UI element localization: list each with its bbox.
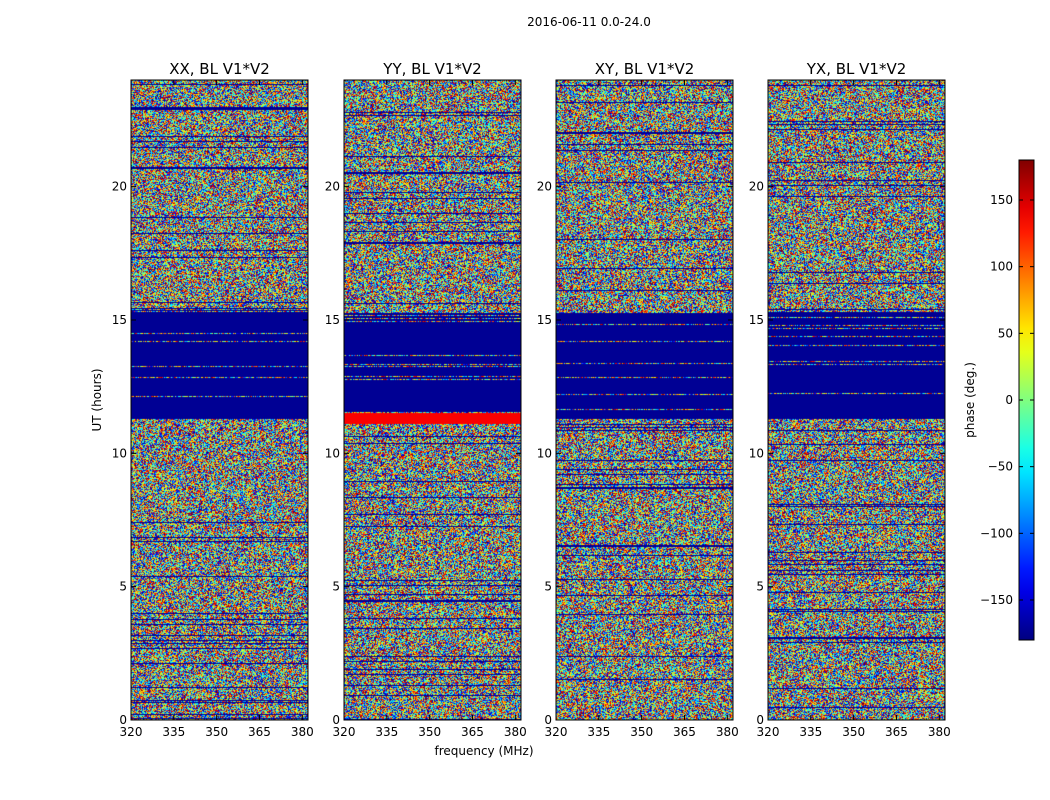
y-tick-label: 5 [119, 580, 127, 594]
y-tick-label: 15 [325, 313, 340, 327]
x-tick-label: 320 [333, 725, 356, 739]
y-tick-label: 10 [537, 446, 552, 460]
x-tick-label: 380 [291, 725, 314, 739]
panel-frame [767, 79, 946, 721]
x-tick-label: 335 [375, 725, 398, 739]
figure-suptitle: 2016-06-11 0.0-24.0 [527, 15, 651, 29]
x-tick-label: 365 [673, 725, 696, 739]
colorbar: −150 −100 −50 0 50 100 150 [980, 159, 1035, 641]
x-tick-label: 350 [205, 725, 228, 739]
x-tick-label: 335 [587, 725, 610, 739]
panel-title: YY, BL V1*V2 [382, 60, 481, 78]
colorbar-tick-label: 0 [1005, 393, 1013, 407]
x-axis-label: frequency (MHz) [434, 744, 533, 758]
panel-yy: YY, BL V1*V2 320 335 350 365 380 0 5 10 15 20 [325, 60, 527, 739]
y-tick-label: 10 [112, 446, 127, 460]
panel-xx-image [131, 80, 308, 720]
panel-frame [555, 79, 734, 721]
x-tick-label: 365 [461, 725, 484, 739]
y-tick-label: 0 [332, 713, 340, 727]
panel-yx-image [768, 80, 945, 720]
colorbar-tick-label: −150 [980, 593, 1013, 607]
panel-title: XX, BL V1*V2 [169, 60, 270, 78]
x-tick-label: 365 [885, 725, 908, 739]
colorbar-tick-label: 100 [990, 260, 1013, 274]
y-tick-label: 20 [112, 180, 127, 194]
x-tick-label: 365 [248, 725, 271, 739]
panel-xx: XX, BL V1*V2 320 335 350 365 380 0 5 10 15 20 [112, 60, 314, 739]
panel-title: XY, BL V1*V2 [595, 60, 695, 78]
x-tick-label: 320 [120, 725, 143, 739]
y-tick-label: 20 [325, 180, 340, 194]
y-tick-label: 15 [537, 313, 552, 327]
colorbar-tick-label: 50 [998, 326, 1013, 340]
panel-yx: YX, BL V1*V2 320 335 350 365 380 0 5 10 15 20 [749, 60, 951, 739]
colorbar-label: phase (deg.) [963, 362, 977, 438]
colorbar-tick-label: 150 [990, 193, 1013, 207]
panel-yy-image [344, 80, 521, 720]
x-tick-label: 350 [630, 725, 653, 739]
y-tick-label: 20 [537, 180, 552, 194]
x-tick-label: 320 [545, 725, 568, 739]
y-tick-label: 15 [112, 313, 127, 327]
x-tick-label: 335 [799, 725, 822, 739]
y-tick-label: 5 [756, 580, 764, 594]
y-tick-label: 10 [325, 446, 340, 460]
y-tick-label: 20 [749, 180, 764, 194]
x-tick-label: 380 [716, 725, 739, 739]
panel-frame [130, 79, 309, 721]
panel-frame [343, 79, 522, 721]
y-axis-label: UT (hours) [90, 368, 104, 431]
colorbar-tick-label: −100 [980, 526, 1013, 540]
panel-title: YX, BL V1*V2 [806, 60, 907, 78]
colorbar-tick-label: −50 [988, 460, 1013, 474]
x-tick-label: 335 [162, 725, 185, 739]
y-tick-label: 0 [544, 713, 552, 727]
y-tick-label: 0 [119, 713, 127, 727]
y-tick-label: 10 [749, 446, 764, 460]
x-tick-label: 380 [928, 725, 951, 739]
x-tick-label: 320 [757, 725, 780, 739]
panel-xy-image [556, 80, 733, 720]
x-tick-label: 350 [418, 725, 441, 739]
y-tick-label: 5 [544, 580, 552, 594]
y-tick-label: 15 [749, 313, 764, 327]
x-tick-label: 380 [504, 725, 527, 739]
y-tick-label: 0 [756, 713, 764, 727]
x-tick-label: 350 [842, 725, 865, 739]
y-tick-label: 5 [332, 580, 340, 594]
panel-xy: XY, BL V1*V2 320 335 350 365 380 0 5 10 15 20 [537, 60, 739, 739]
